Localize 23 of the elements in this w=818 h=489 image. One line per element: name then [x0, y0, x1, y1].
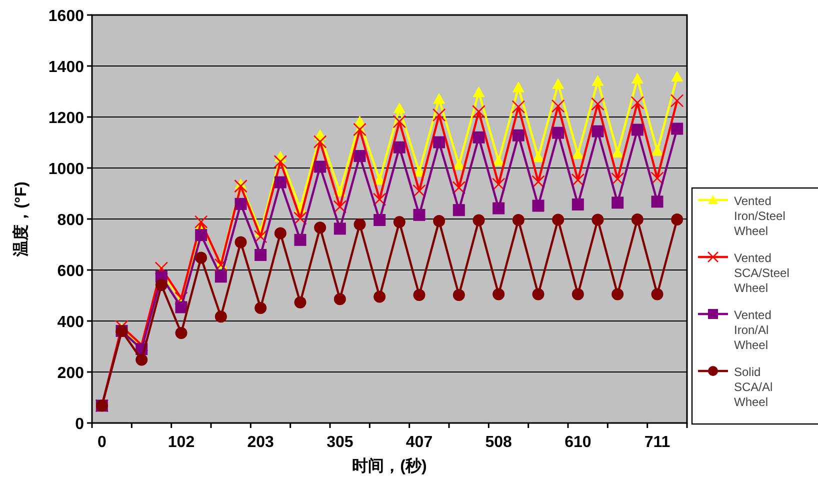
- y-axis-title: 温度，(°F): [11, 182, 30, 258]
- legend-label: Vented Iron/Steel Wheel: [734, 194, 786, 238]
- x-tick-label: 102: [168, 434, 195, 451]
- legend-label: Vented SCA/Steel Wheel: [734, 251, 790, 295]
- legend-label: Solid SCA/Al Wheel: [734, 365, 773, 409]
- y-tick-label: 800: [57, 212, 84, 229]
- x-tick-label: 711: [644, 434, 670, 451]
- x-tick-label: 407: [406, 434, 433, 451]
- y-tick-label: 1400: [48, 59, 84, 76]
- y-tick-label: 600: [57, 263, 84, 280]
- y-tick-label: 1200: [48, 110, 84, 127]
- y-tick-label: 1600: [48, 8, 84, 25]
- x-tick-label: 508: [485, 434, 512, 451]
- legend-label: Vented Iron/Al Wheel: [734, 308, 772, 352]
- y-tick-label: 400: [57, 314, 84, 331]
- x-tick-label: 0: [97, 434, 106, 451]
- x-tick-label: 305: [326, 434, 354, 451]
- x-axis-title: 时间，(秒): [352, 457, 427, 475]
- y-tick-label: 1000: [48, 161, 84, 178]
- y-tick-label: 0: [75, 416, 84, 433]
- y-tick-label: 200: [57, 365, 84, 382]
- x-tick-label: 610: [564, 434, 592, 451]
- x-tick-label: 203: [247, 434, 274, 451]
